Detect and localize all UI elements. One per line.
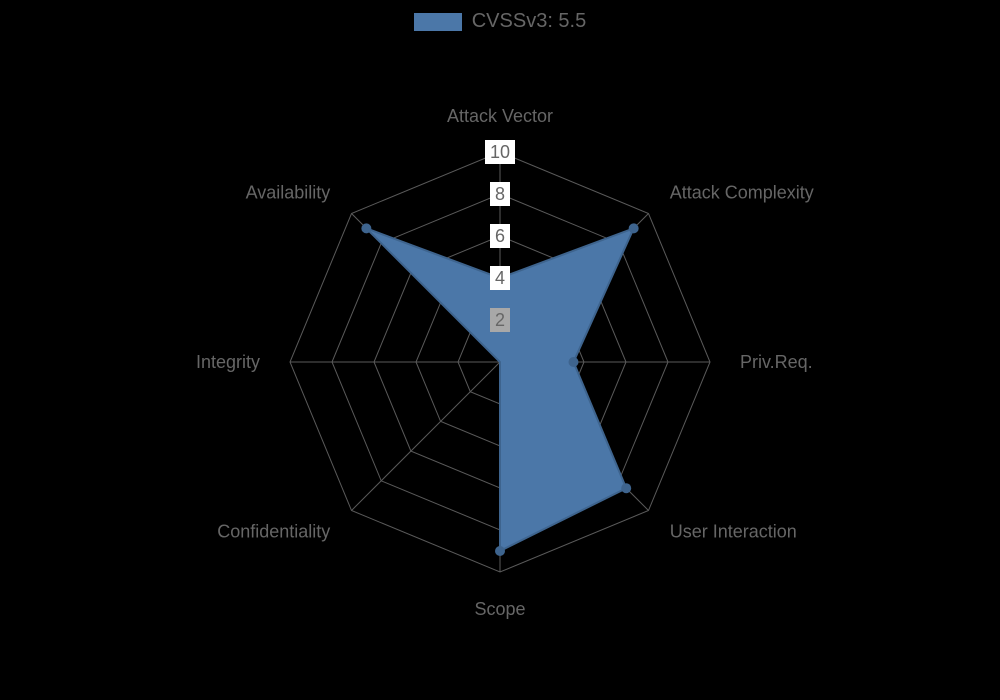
svg-text:Attack Complexity: Attack Complexity <box>670 182 814 202</box>
svg-text:6: 6 <box>495 226 505 246</box>
svg-text:2: 2 <box>495 310 505 330</box>
radar-chart: 2 4 6 8 10 Attack Vector Attack Complexity Priv… <box>0 0 1000 700</box>
svg-text:Priv.Req.: Priv.Req. <box>740 352 813 372</box>
svg-text:8: 8 <box>495 184 505 204</box>
svg-text:Integrity: Integrity <box>196 352 260 372</box>
svg-text:Confidentiality: Confidentiality <box>217 522 330 542</box>
legend-item: CVSSv3: 5.5 <box>414 10 587 33</box>
legend-label: CVSSv3: 5.5 <box>472 10 587 33</box>
legend: CVSSv3: 5.5 <box>0 10 1000 36</box>
legend-swatch <box>414 13 462 31</box>
svg-text:10: 10 <box>490 142 510 162</box>
svg-text:Attack Vector: Attack Vector <box>447 106 553 126</box>
svg-text:Availability: Availability <box>246 182 331 202</box>
svg-text:Scope: Scope <box>474 599 525 619</box>
svg-text:4: 4 <box>495 268 505 288</box>
svg-text:User Interaction: User Interaction <box>670 522 797 542</box>
